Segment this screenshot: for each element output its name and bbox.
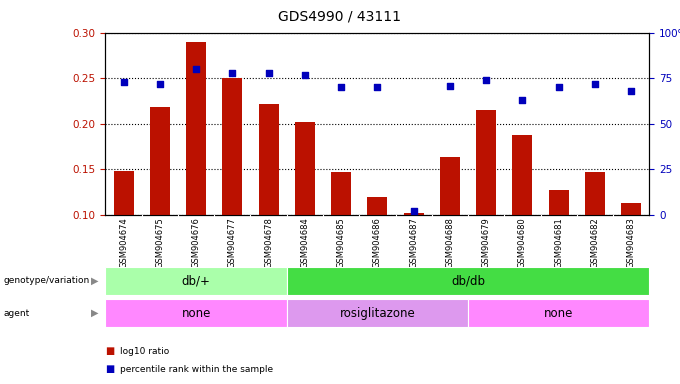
Bar bbox=[585, 172, 605, 215]
Text: GSM904684: GSM904684 bbox=[301, 217, 309, 268]
Point bbox=[336, 84, 347, 91]
Point bbox=[299, 71, 310, 78]
Text: GSM904674: GSM904674 bbox=[119, 217, 128, 268]
Text: genotype/variation: genotype/variation bbox=[3, 276, 90, 285]
Point bbox=[118, 79, 129, 85]
Bar bbox=[295, 122, 315, 215]
Bar bbox=[367, 197, 388, 215]
Point bbox=[445, 83, 456, 89]
Bar bbox=[476, 110, 496, 215]
Bar bbox=[186, 42, 206, 215]
Text: GSM904687: GSM904687 bbox=[409, 217, 418, 268]
Text: GSM904681: GSM904681 bbox=[554, 217, 563, 268]
Bar bbox=[287, 299, 468, 327]
Text: GSM904686: GSM904686 bbox=[373, 217, 382, 268]
Bar bbox=[150, 108, 170, 215]
Text: GSM904679: GSM904679 bbox=[481, 217, 491, 268]
Bar bbox=[114, 171, 133, 215]
Text: ■: ■ bbox=[105, 364, 115, 374]
Bar bbox=[331, 172, 351, 215]
Text: GSM904682: GSM904682 bbox=[590, 217, 600, 268]
Text: GSM904675: GSM904675 bbox=[155, 217, 165, 268]
Bar bbox=[468, 299, 649, 327]
Bar bbox=[622, 203, 641, 215]
Point bbox=[481, 77, 492, 83]
Point bbox=[517, 97, 528, 103]
Text: GSM904680: GSM904680 bbox=[518, 217, 527, 268]
Point bbox=[408, 208, 419, 214]
Bar bbox=[287, 267, 649, 295]
Text: rosiglitazone: rosiglitazone bbox=[339, 307, 415, 319]
Bar bbox=[105, 299, 287, 327]
Point bbox=[626, 88, 636, 94]
Bar bbox=[440, 157, 460, 215]
Text: percentile rank within the sample: percentile rank within the sample bbox=[120, 365, 273, 374]
Bar bbox=[105, 267, 287, 295]
Text: ▶: ▶ bbox=[91, 276, 99, 286]
Text: GDS4990 / 43111: GDS4990 / 43111 bbox=[279, 10, 401, 23]
Text: GSM904685: GSM904685 bbox=[337, 217, 345, 268]
Bar bbox=[404, 213, 424, 215]
Point bbox=[372, 84, 383, 91]
Point bbox=[263, 70, 274, 76]
Bar bbox=[549, 190, 568, 215]
Point bbox=[590, 81, 600, 87]
Text: ▶: ▶ bbox=[91, 308, 99, 318]
Text: none: none bbox=[544, 307, 573, 319]
Text: none: none bbox=[182, 307, 211, 319]
Bar bbox=[258, 104, 279, 215]
Bar bbox=[513, 135, 532, 215]
Point bbox=[227, 70, 238, 76]
Text: db/+: db/+ bbox=[182, 275, 211, 287]
Text: GSM904683: GSM904683 bbox=[627, 217, 636, 268]
Bar bbox=[222, 78, 242, 215]
Point bbox=[154, 81, 165, 87]
Text: log10 ratio: log10 ratio bbox=[120, 347, 169, 356]
Point bbox=[190, 66, 201, 72]
Text: ■: ■ bbox=[105, 346, 115, 356]
Text: GSM904676: GSM904676 bbox=[192, 217, 201, 268]
Point bbox=[554, 84, 564, 91]
Text: agent: agent bbox=[3, 309, 30, 318]
Text: GSM904677: GSM904677 bbox=[228, 217, 237, 268]
Text: GSM904678: GSM904678 bbox=[264, 217, 273, 268]
Text: db/db: db/db bbox=[451, 275, 485, 287]
Text: GSM904688: GSM904688 bbox=[445, 217, 454, 268]
